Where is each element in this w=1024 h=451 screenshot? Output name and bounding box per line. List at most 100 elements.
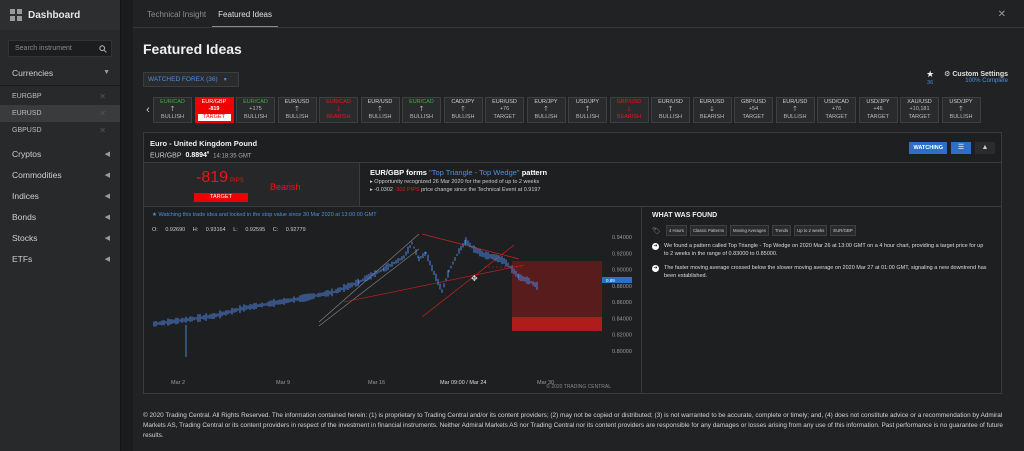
watching-button[interactable]: WATCHING [909, 142, 947, 154]
ticker-eur-usd[interactable]: EUR/USD +76 TARGET [485, 96, 524, 123]
chevron-down-icon: ▼ [103, 69, 110, 76]
found-title: WHAT WAS FOUND [652, 212, 718, 219]
ticker-direction: BEARISH [616, 113, 642, 120]
arrow-down-icon: 🡓 [336, 106, 341, 113]
pattern-title: EUR/GBP forms "Top Triangle - Top Wedge"… [370, 168, 547, 177]
remove-icon[interactable]: ✕ [99, 109, 106, 118]
sidebar-pair-eurusd[interactable]: EURUSD ✕ [0, 105, 120, 122]
current-price-label: 0.89 [606, 278, 615, 283]
ticker-gbp-usd[interactable]: GBP/USD +54 TARGET [734, 96, 773, 123]
sidebar-section-commodities[interactable]: Commodities ◀ [0, 164, 120, 185]
x-tick-label: Mar 2 [171, 380, 185, 386]
sidebar-section-etfs[interactable]: ETFs ◀ [0, 248, 120, 269]
remove-icon[interactable]: ✕ [99, 126, 106, 135]
ticker-direction: BULLISH [534, 113, 558, 120]
sidebar-section-bonds[interactable]: Bonds ◀ [0, 206, 120, 227]
ticker-eur-cad[interactable]: EUR/CAD 🡑 BULLISH [153, 96, 192, 123]
ticker-usd-jpy[interactable]: USD/JPY 🡑 BULLISH [941, 96, 981, 123]
ticker-price: +76 [831, 106, 842, 112]
ticker-direction: TARGET [908, 113, 931, 120]
chevron-left-icon: ◀ [104, 150, 110, 158]
ticker-price: +10,181 [909, 106, 930, 112]
custom-settings-button[interactable]: ⚙ Custom Settings 100% Complete [944, 70, 1008, 84]
ohlc-close: C: 0.92779 [272, 227, 306, 233]
star-icon: ★ [926, 69, 935, 79]
crosshair-label: Mar 09:00 / Mar 24 [440, 380, 486, 386]
ticker-eur-usd[interactable]: EUR/USD 🡑 BULLISH [360, 96, 400, 123]
ticker-usd-jpy[interactable]: USD/JPY 🡑 BULLISH [568, 96, 607, 123]
pair-label: GBPUSD [12, 127, 42, 134]
chevron-left-icon: ◀ [104, 213, 110, 221]
ticker-gbp-usd[interactable]: GBP/USD 🡓 BEARISH [609, 96, 649, 123]
x-tick-label: Mar 30 [537, 380, 554, 386]
list-view-icon[interactable]: ☰ [951, 142, 971, 154]
ohlc-readout: O: 0.92690 H: 0.93164 L: 0.92595 C: 0.92… [152, 227, 306, 233]
tab-featured-ideas[interactable]: Featured Ideas [212, 10, 278, 27]
arrow-up-icon: 🡑 [544, 106, 548, 113]
ticker-eur-cad[interactable]: EUR/CAD 🡑 BULLISH [402, 96, 441, 123]
y-tick-label: 0.94000 [612, 235, 632, 241]
arrow-up-icon: 🡑 [793, 106, 797, 113]
ticker-pair: EUR/USD [367, 98, 393, 105]
ticker-usd-cad[interactable]: USD/CAD +76 TARGET [817, 96, 856, 123]
search-icon[interactable] [99, 44, 107, 53]
gear-icon: ⚙ [944, 71, 951, 78]
sidebar-section-indices[interactable]: Indices ◀ [0, 185, 120, 206]
ticker-price: +54 [748, 106, 759, 112]
ticker-strip: ‹ EUR/CAD 🡑 BULLISH EUR/GBP -819 TARGET EUR/CA… [143, 96, 1013, 123]
ticker-eur-jpy[interactable]: EUR/JPY 🡑 BULLISH [526, 96, 566, 123]
ticker-pair: EUR/CAD [326, 98, 351, 105]
search-input[interactable]: Search instrument [8, 40, 112, 57]
dashboard-link[interactable]: Dashboard [0, 0, 120, 30]
sidebar-section-cryptos[interactable]: Cryptos ◀ [0, 143, 120, 164]
found-tag: 4 Hours [665, 225, 687, 236]
ticker-cad-jpy[interactable]: CAD/JPY 🡑 BULLISH [443, 96, 483, 123]
current-price-marker [602, 277, 632, 283]
ticker-eur-cad[interactable]: EUR/CAD +175 BULLISH [236, 96, 275, 123]
target-band [512, 317, 602, 331]
ticker-direction: TARGET [197, 113, 231, 121]
tab-technical-insight[interactable]: Technical Insight [147, 10, 207, 19]
sidebar-pair-gbpusd[interactable]: GBPUSD ✕ [0, 122, 120, 139]
arrow-up-icon: 🡑 [295, 106, 299, 113]
ticker-eur-usd[interactable]: EUR/USD 🡓 BEARISH [692, 96, 732, 123]
ticker-pair: XAU/USD [907, 98, 932, 105]
pattern-summary: EUR/GBP forms "Top Triangle - Top Wedge"… [360, 163, 557, 206]
ticker-direction: TARGET [493, 113, 516, 120]
ticker-pair: EUR/USD [492, 98, 517, 105]
arrow-up-icon: 🡑 [378, 106, 382, 113]
ticker-xau-usd[interactable]: XAU/USD +10,181 TARGET [900, 96, 939, 123]
crosshair-icon: ✥ [471, 274, 478, 283]
chevron-down-icon: ▼ [222, 76, 228, 83]
watchlist-star[interactable]: ★ 36 [926, 70, 934, 88]
chevron-left-icon: ◀ [104, 171, 110, 179]
watched-forex-dropdown[interactable]: WATCHED FOREX (36) ▼ [143, 72, 239, 87]
pips-highlight: -302 PIPS [394, 187, 420, 193]
price-chart[interactable]: ★ Watching this trade idea and locked in… [144, 207, 642, 393]
remove-icon[interactable]: ✕ [99, 92, 106, 101]
arrow-down-icon: 🡓 [710, 106, 714, 113]
ticker-eur-usd[interactable]: EUR/USD 🡑 BULLISH [651, 96, 690, 123]
ticker-eur-gbp[interactable]: EUR/GBP -819 TARGET [194, 96, 234, 123]
ohlc-low: L: 0.92595 [233, 227, 266, 233]
ticker-direction: BULLISH [451, 113, 475, 120]
ticker-eur-cad[interactable]: EUR/CAD 🡓 BEARISH [319, 96, 358, 123]
ticker-pair: EUR/CAD [409, 98, 434, 105]
idea-panel: Euro - United Kingdom Pound EUR/GBP 0.889… [143, 132, 1002, 394]
sidebar-section-stocks[interactable]: Stocks ◀ [0, 227, 120, 248]
y-tick-label: 0.88000 [612, 284, 632, 290]
ticker-eur-usd[interactable]: EUR/USD 🡑 BULLISH [775, 96, 815, 123]
page-title: Featured Ideas [143, 41, 242, 57]
tag-icon: 🏷 [652, 227, 661, 235]
ticker-pair: USD/JPY [949, 98, 973, 105]
ticker-pair: USD/CAD [824, 98, 849, 105]
y-tick-label: 0.90000 [612, 268, 632, 274]
ticker-eur-usd[interactable]: EUR/USD 🡑 BULLISH [277, 96, 317, 123]
close-icon[interactable]: ✕ [997, 9, 1006, 20]
chevron-left-icon[interactable]: ‹ [146, 103, 150, 116]
sidebar-pair-eurgbp[interactable]: EURGBP ✕ [0, 88, 120, 105]
sidebar-section-currencies[interactable]: Currencies ▼ [0, 62, 120, 83]
chart-copyright: © 2020 TRADING CENTRAL [546, 384, 611, 390]
ticker-usd-jpy[interactable]: USD/JPY +46 TARGET [858, 96, 898, 123]
chart-view-icon[interactable]: ▲ [975, 142, 995, 154]
